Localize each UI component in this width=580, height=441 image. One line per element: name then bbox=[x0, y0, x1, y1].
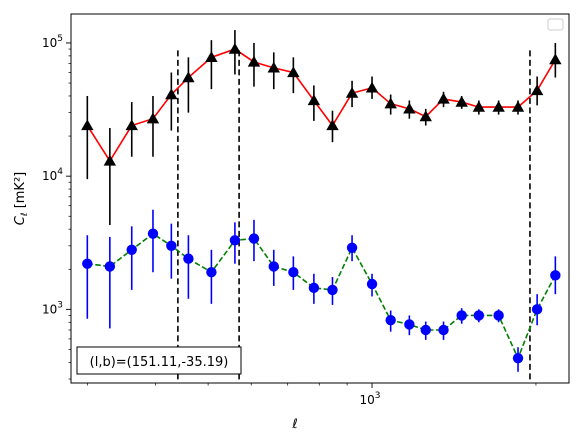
series-0-point-6 bbox=[205, 51, 218, 62]
series-0-point-23 bbox=[530, 84, 544, 96]
y-tick-label-1: 104 bbox=[42, 167, 63, 183]
annotation-box bbox=[76, 346, 242, 375]
series-1-point-14 bbox=[366, 278, 378, 290]
series-0-point-15 bbox=[384, 97, 397, 109]
series-1-point-9 bbox=[268, 261, 279, 272]
series-1-point-18 bbox=[438, 324, 449, 336]
series-1-point-1 bbox=[104, 261, 116, 272]
series-0-point-3 bbox=[146, 112, 160, 124]
legend-box bbox=[547, 18, 564, 31]
series-0-point-5 bbox=[182, 71, 195, 83]
series-1-point-10 bbox=[288, 267, 299, 278]
series-0-point-17 bbox=[419, 110, 432, 122]
series-0-point-1 bbox=[103, 154, 117, 166]
x-tick-label: 103 bbox=[360, 391, 381, 407]
series-1-point-20 bbox=[473, 310, 485, 321]
annotation-text: (l,b)=(151.11,-35.19) bbox=[90, 355, 229, 370]
series-0-point-16 bbox=[403, 102, 416, 114]
series-0-point-21 bbox=[492, 100, 505, 112]
series-0-point-4 bbox=[165, 88, 178, 100]
series-1-point-3 bbox=[147, 228, 159, 239]
series-1-point-7 bbox=[229, 235, 241, 246]
series-1-point-6 bbox=[206, 267, 217, 278]
y-tick-label-0: 103 bbox=[42, 300, 63, 316]
series-1-point-21 bbox=[493, 310, 504, 321]
series-1-point-11 bbox=[308, 282, 320, 294]
series-1-point-22 bbox=[512, 352, 524, 364]
series-0-point-8 bbox=[247, 55, 261, 67]
series-1-point-17 bbox=[420, 324, 431, 336]
series-0-point-7 bbox=[228, 42, 242, 54]
series-1-point-24 bbox=[550, 270, 561, 281]
series-1-point-4 bbox=[166, 240, 177, 252]
series-1-point-12 bbox=[327, 284, 338, 296]
series-0-point-14 bbox=[365, 81, 379, 93]
series-0-point-22 bbox=[511, 100, 525, 112]
series-0-point-12 bbox=[326, 119, 339, 131]
x-axis-label: ℓ bbox=[291, 417, 297, 432]
y-axis-label: Cℓ [mK²] bbox=[13, 172, 30, 225]
series-1-point-5 bbox=[183, 253, 194, 264]
series-0-point-24 bbox=[549, 53, 562, 65]
series-0-point-11 bbox=[307, 94, 321, 106]
series-1-point-16 bbox=[404, 319, 415, 330]
series-0-point-13 bbox=[345, 86, 359, 98]
axes-frame bbox=[70, 13, 570, 384]
y-tick-label-2: 105 bbox=[42, 34, 63, 50]
series-0-point-20 bbox=[472, 100, 486, 112]
series-0-point-2 bbox=[125, 119, 138, 131]
series-1-point-23 bbox=[531, 304, 543, 315]
series-0-point-10 bbox=[287, 66, 300, 78]
series-1-point-15 bbox=[385, 314, 396, 326]
series-0-point-19 bbox=[455, 95, 468, 107]
series-1-point-0 bbox=[82, 258, 93, 269]
series-0-point-18 bbox=[437, 92, 450, 104]
plot-area bbox=[81, 30, 562, 383]
series-0-point-0 bbox=[81, 119, 94, 131]
series-1-point-8 bbox=[248, 233, 260, 244]
axes-layer: 103 104 105 103 ℓ Cℓ [mK²] (l,b)=(151.11,-35.1… bbox=[13, 13, 570, 432]
series-1-point-13 bbox=[346, 242, 358, 253]
series-1-point-2 bbox=[126, 244, 137, 256]
series-1-point-19 bbox=[456, 310, 467, 321]
series-0-point-9 bbox=[267, 61, 280, 73]
